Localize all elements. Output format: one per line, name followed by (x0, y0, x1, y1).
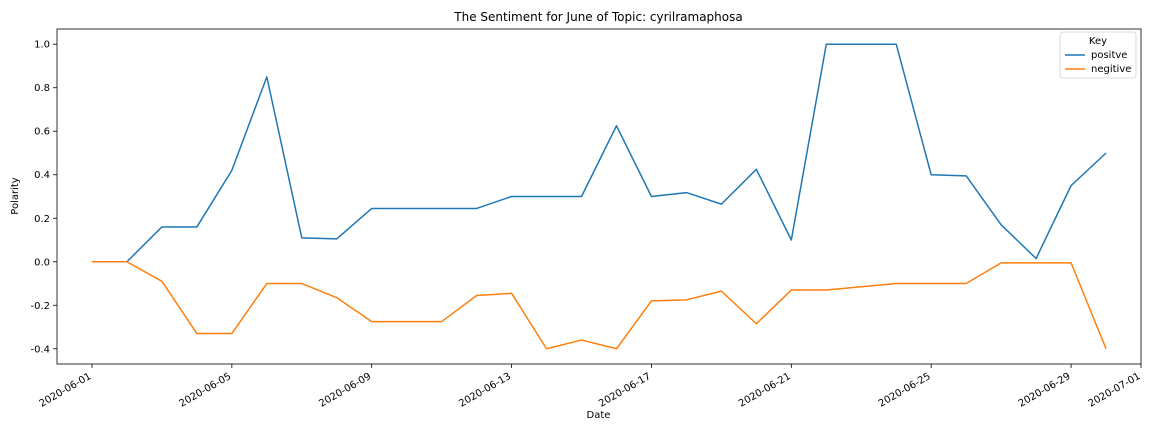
x-tick-label: 2020-06-13 (457, 371, 513, 410)
x-tick-label: 2020-06-05 (178, 371, 234, 410)
x-axis-label: Date (587, 410, 611, 421)
legend-box (1059, 31, 1137, 79)
plot-area: -0.4 -0.2 0.0 0.2 0.4 0.6 0.8 1.0 2020-06-01 2020… (30, 28, 1143, 410)
y-tick-label: 0.0 (34, 257, 50, 268)
chart-title: The Sentiment for June of Topic: cyrilra… (453, 10, 742, 24)
x-tick-label: 2020-07-01 (1087, 371, 1143, 410)
y-axis-label: Polarity (10, 177, 21, 215)
series-line-positve (91, 43, 1107, 263)
y-tick-label: 0.8 (34, 83, 50, 94)
y-tick-label: 1.0 (34, 40, 50, 51)
y-tick-label: -0.2 (30, 301, 50, 312)
y-tick-label: 0.4 (34, 170, 50, 181)
legend: Key positve negitive (1059, 31, 1137, 79)
y-tick-label: 0.2 (34, 214, 50, 225)
x-tick-label: 2020-06-09 (317, 371, 373, 410)
legend-label-positve: positve (1091, 50, 1127, 61)
legend-label-negitive: negitive (1091, 64, 1131, 75)
y-tick-label: -0.4 (30, 344, 50, 355)
x-tick-label: 2020-06-25 (877, 371, 933, 410)
y-tick-label: 0.6 (34, 127, 50, 138)
series-line-negitive (91, 261, 1107, 350)
axes-frame (56, 28, 1142, 365)
x-tick-label: 2020-06-17 (597, 371, 653, 410)
x-tick-label: 2020-06-01 (38, 371, 94, 410)
x-tick-label: 2020-06-21 (737, 371, 793, 410)
x-tick-label: 2020-06-29 (1017, 371, 1073, 410)
legend-title: Key (1089, 36, 1107, 47)
